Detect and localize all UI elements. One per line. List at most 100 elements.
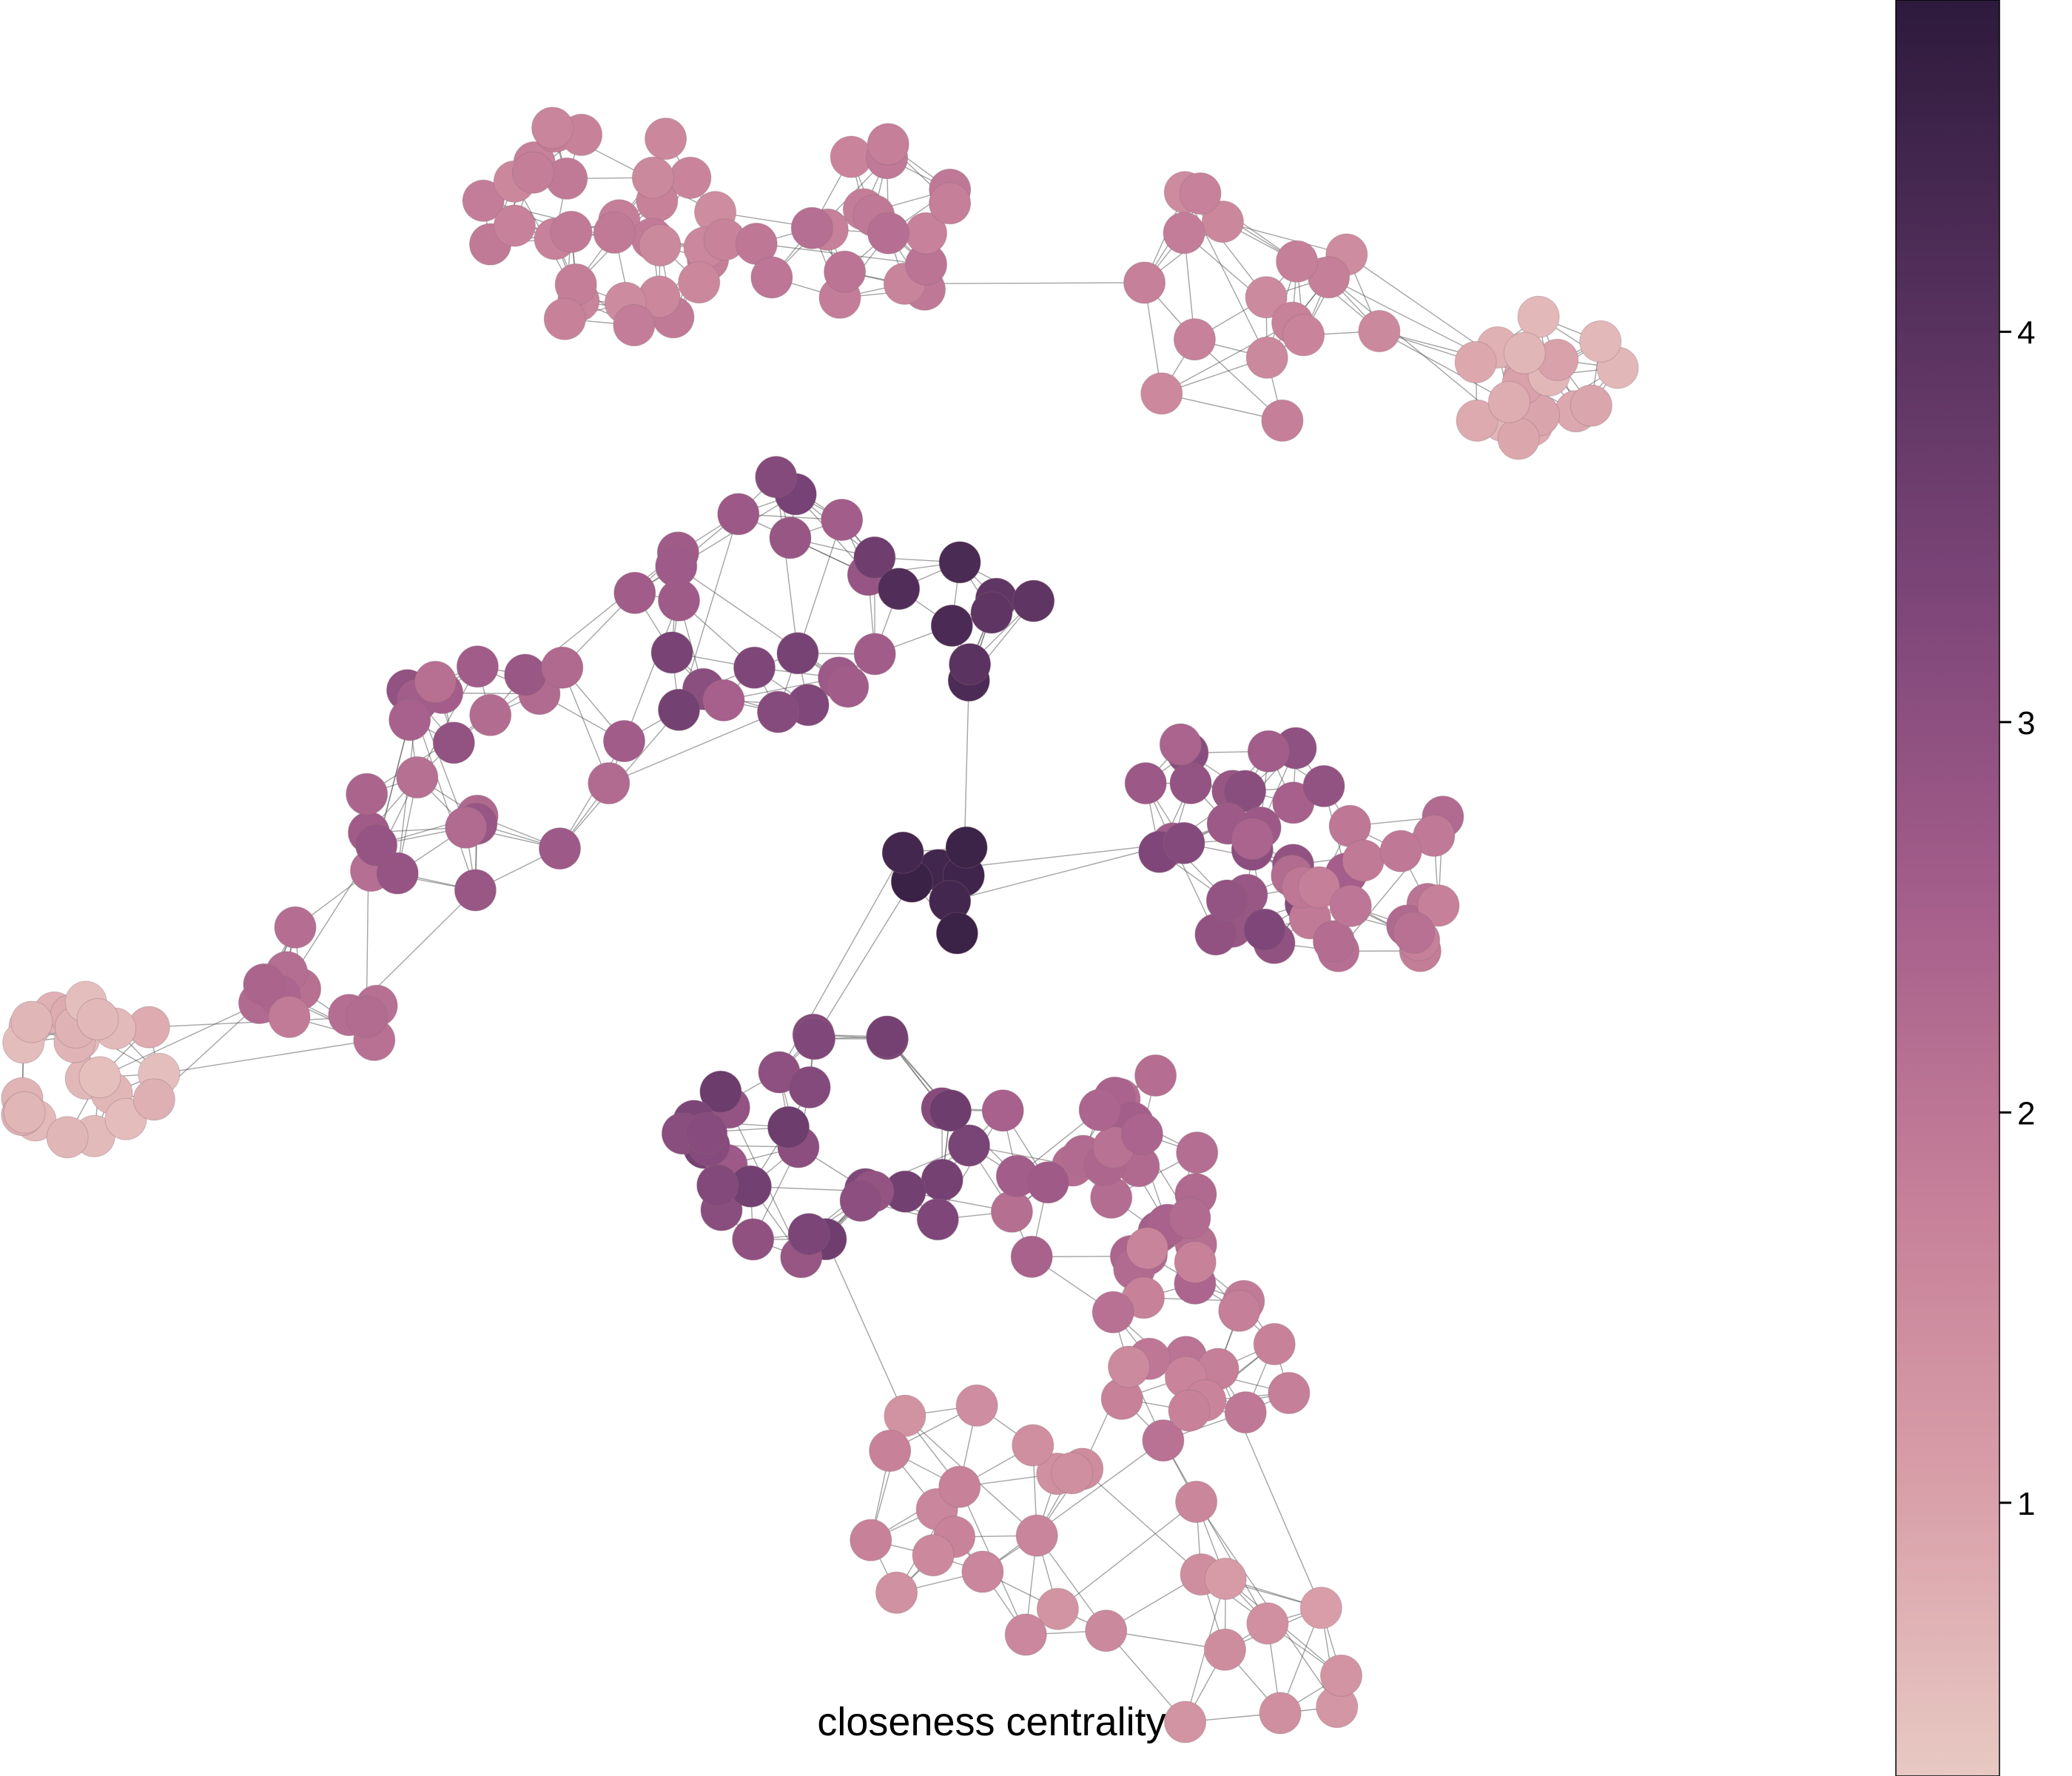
network-edge xyxy=(1163,1440,1268,1624)
network-node xyxy=(970,591,1013,634)
network-edge xyxy=(1222,221,1347,255)
network-node xyxy=(78,1056,121,1099)
network-node xyxy=(493,204,536,247)
network-node xyxy=(243,963,286,1006)
network-node xyxy=(388,699,431,741)
colorbar-tick-label: 1 xyxy=(2017,1486,2035,1522)
network-node xyxy=(355,824,398,867)
network-node xyxy=(685,1111,728,1154)
network-node xyxy=(955,1384,998,1427)
network-node xyxy=(593,211,636,254)
network-node xyxy=(1417,884,1460,927)
network-edge xyxy=(623,600,680,741)
network-node xyxy=(733,646,776,689)
network-node xyxy=(631,156,674,199)
network-node xyxy=(1134,1054,1177,1097)
network-node xyxy=(1497,417,1540,460)
colorbar-ticks: 1 2 3 4 xyxy=(1999,314,2035,1522)
network-node xyxy=(757,690,799,733)
network-node xyxy=(1299,1587,1342,1629)
network-node xyxy=(541,646,584,689)
network-node xyxy=(1168,1389,1211,1432)
network-edge xyxy=(1379,330,1510,403)
network-node xyxy=(788,1066,831,1109)
network-node xyxy=(1245,336,1288,379)
network-node xyxy=(1163,821,1205,864)
network-node xyxy=(345,995,388,1038)
network-node xyxy=(916,1198,959,1241)
network-edge xyxy=(949,843,1173,902)
network-node xyxy=(346,773,388,815)
network-node xyxy=(1268,1372,1311,1414)
network-node xyxy=(1051,1452,1094,1495)
network-node xyxy=(990,1190,1033,1233)
network-node xyxy=(1231,818,1274,861)
network-edge xyxy=(417,666,479,778)
network-node xyxy=(948,1124,990,1167)
network-node xyxy=(1329,884,1372,927)
network-node xyxy=(511,151,554,194)
network-node xyxy=(678,261,721,304)
network-node xyxy=(1078,1089,1121,1131)
network-node xyxy=(1393,911,1436,954)
network-node xyxy=(274,906,317,949)
network-node xyxy=(1246,1602,1289,1645)
network-node xyxy=(769,517,812,559)
network-node xyxy=(1503,332,1546,374)
network-edge xyxy=(608,711,778,784)
network-node xyxy=(1164,1701,1207,1743)
network-node xyxy=(1140,372,1183,415)
network-node xyxy=(1379,830,1422,872)
network-node xyxy=(603,720,645,762)
network-node xyxy=(1579,320,1622,363)
network-node xyxy=(1126,1227,1168,1270)
network-node xyxy=(945,826,988,869)
network-edge xyxy=(99,1001,263,1078)
network-node xyxy=(790,206,833,249)
network-node xyxy=(853,536,896,579)
network-node xyxy=(1169,761,1212,804)
network-node xyxy=(929,182,972,225)
network-node xyxy=(867,123,909,166)
network-node xyxy=(1179,172,1222,215)
network-node xyxy=(1282,314,1325,357)
network-node xyxy=(658,688,700,731)
network-node xyxy=(1168,1197,1211,1240)
network-node xyxy=(767,1106,810,1148)
network-node xyxy=(717,493,760,536)
network-node xyxy=(787,1213,830,1256)
network-node xyxy=(696,1164,739,1207)
network-node xyxy=(1124,762,1167,804)
network-node xyxy=(850,1518,892,1561)
network-node xyxy=(702,679,745,722)
network-node xyxy=(827,665,870,708)
network-node xyxy=(1313,920,1355,963)
network-node xyxy=(1026,1161,1069,1204)
network-node xyxy=(1176,1131,1219,1174)
network-node xyxy=(699,1070,742,1113)
network-node xyxy=(824,250,867,293)
network-node xyxy=(432,722,475,764)
network-node xyxy=(938,1465,981,1508)
network-node xyxy=(1358,310,1401,352)
network-node xyxy=(504,653,547,696)
network-node xyxy=(1163,212,1205,255)
network-node xyxy=(639,224,682,267)
network-node xyxy=(875,1571,918,1614)
network-node xyxy=(1012,1424,1054,1467)
network-node xyxy=(462,179,505,222)
network-node xyxy=(1302,764,1345,807)
network-node xyxy=(830,135,872,178)
network-node xyxy=(1203,1628,1246,1671)
network-node xyxy=(878,568,921,610)
network-node xyxy=(949,643,992,686)
network-node xyxy=(268,995,311,1038)
network-node xyxy=(1517,295,1560,338)
network-node xyxy=(76,998,119,1040)
network-edge xyxy=(1328,277,1504,422)
network-node xyxy=(1243,908,1286,951)
network-node xyxy=(1159,723,1202,766)
network-edge xyxy=(562,667,610,784)
network-node xyxy=(930,605,973,647)
